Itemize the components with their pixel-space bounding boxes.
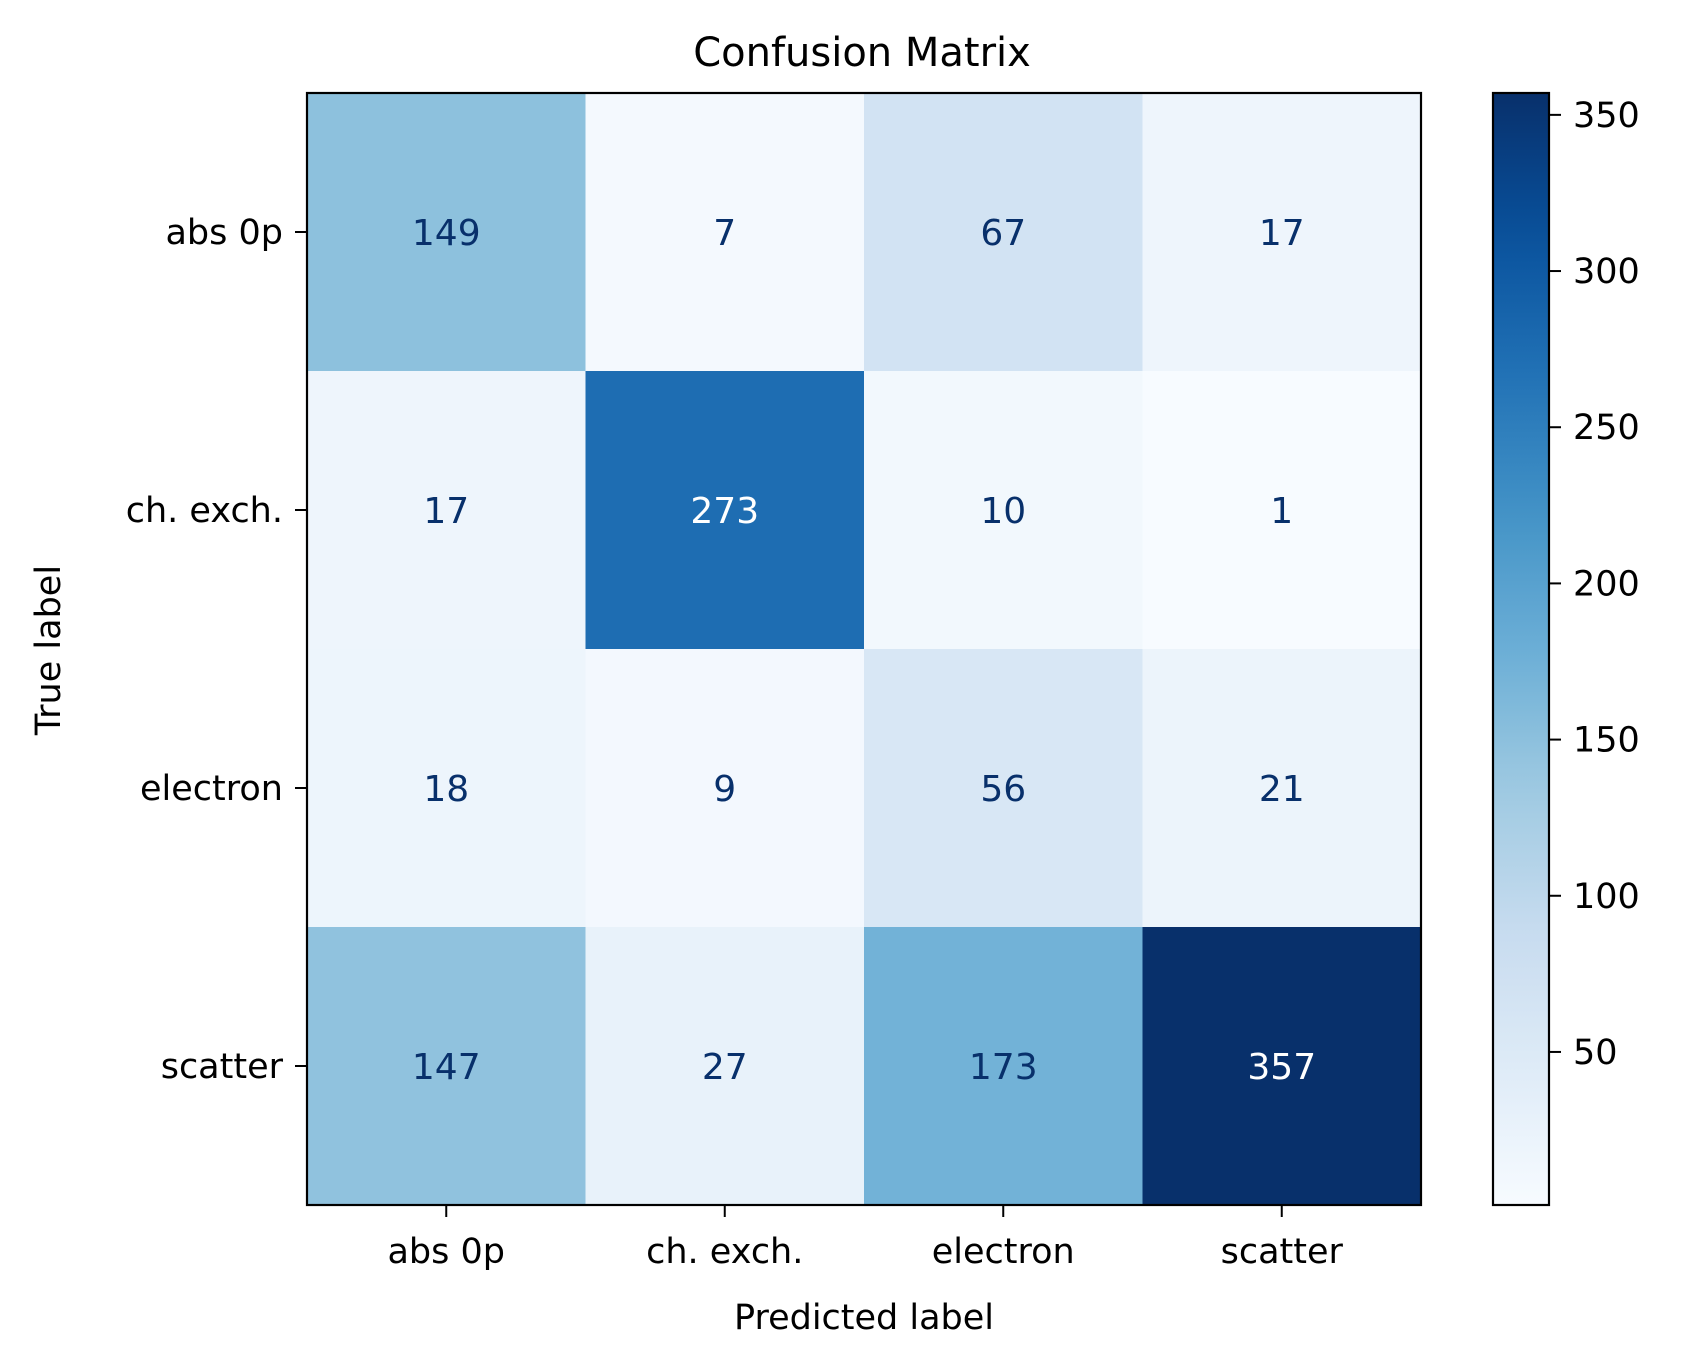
heatmap-cell [307, 93, 586, 372]
y-tick-label: abs 0p [165, 213, 283, 253]
heatmap-cell [307, 371, 586, 650]
x-tick-label: abs 0p [387, 1232, 505, 1272]
heatmap-cell [1142, 93, 1422, 372]
cell-value-label: 149 [412, 213, 481, 254]
cell-value-label: 17 [1259, 213, 1305, 254]
heatmap-cell [1142, 649, 1422, 928]
chart-title: Confusion Matrix [693, 30, 1031, 76]
x-axis-label: Predicted label [734, 1298, 994, 1338]
cell-value-label: 357 [1247, 1047, 1316, 1088]
y-axis-label: True label [29, 565, 69, 736]
colorbar-tick-label: 150 [1573, 721, 1640, 761]
x-tick-label: scatter [1221, 1232, 1344, 1272]
y-axis-ticks: abs 0p ch. exch. electron scatter [126, 213, 307, 1087]
heatmap-cell [585, 927, 865, 1206]
colorbar-tick-label: 350 [1573, 96, 1640, 136]
y-tick-label: ch. exch. [126, 491, 283, 531]
x-axis-ticks: abs 0p ch. exch. electron scatter [387, 1205, 1344, 1272]
cell-value-label: 17 [423, 491, 469, 532]
colorbar-tick-label: 50 [1573, 1033, 1618, 1073]
colorbar-tick-label: 200 [1573, 564, 1640, 604]
y-tick-label: scatter [161, 1047, 284, 1087]
colorbar-tick-label: 300 [1573, 252, 1640, 292]
heatmap-cell [585, 93, 865, 372]
cell-value-label: 10 [980, 491, 1026, 532]
cell-value-label: 1 [1270, 491, 1293, 532]
cell-value-label: 18 [423, 769, 469, 810]
cell-value-label: 67 [980, 213, 1026, 254]
cell-value-label: 173 [969, 1047, 1038, 1088]
x-tick-label: electron [932, 1232, 1075, 1272]
heatmap-cell [1142, 371, 1422, 650]
cell-value-label: 9 [713, 769, 736, 810]
x-tick-label: ch. exch. [646, 1232, 803, 1272]
heatmap-cell [864, 371, 1143, 650]
y-tick-label: electron [140, 769, 283, 809]
heatmap-cell [307, 927, 586, 1206]
heatmap-cell [585, 649, 865, 928]
cell-value-label: 7 [713, 213, 736, 254]
heatmap-cell [307, 649, 586, 928]
heatmap-cell [585, 371, 865, 650]
cell-value-label: 56 [980, 769, 1026, 810]
cell-value-label: 147 [412, 1047, 481, 1088]
heatmap-cell [1142, 927, 1422, 1206]
heatmap-cell [864, 93, 1143, 372]
cell-value-label: 21 [1259, 769, 1305, 810]
colorbar-tick-label: 100 [1573, 877, 1640, 917]
colorbar-tick-label: 250 [1573, 408, 1640, 448]
colorbar [1491, 91, 1551, 1207]
plot-frame [305, 91, 1423, 1207]
heatmap-cell [864, 927, 1143, 1206]
heatmap-cells: 149 7 67 17 17 273 10 1 18 9 56 21 147 27 173 357 [307, 93, 1422, 1206]
cell-value-label: 273 [690, 491, 759, 532]
heatmap-cell [864, 649, 1143, 928]
colorbar-ticks: 50 100 150 200 250 300 350 [1549, 96, 1640, 1073]
cell-value-label: 27 [702, 1047, 748, 1088]
